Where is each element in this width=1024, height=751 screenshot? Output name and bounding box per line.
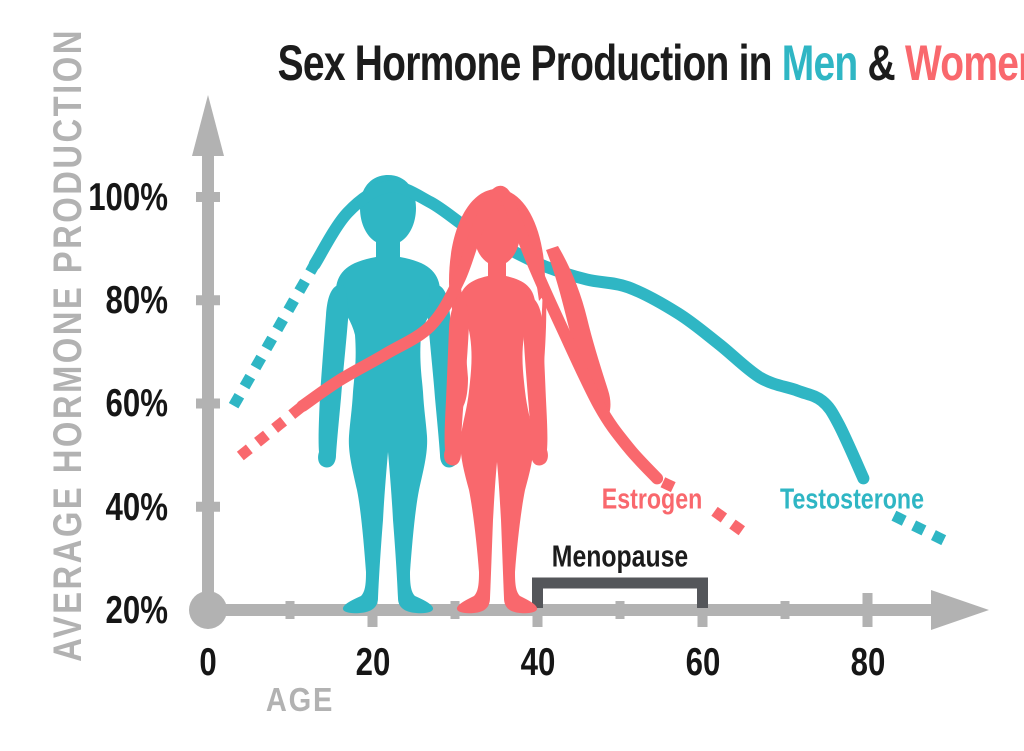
x-minor-ticks xyxy=(285,601,790,619)
female-hair-strand-right-outer xyxy=(546,246,611,421)
female-right-arm xyxy=(523,296,548,466)
y-axis-title: AVERAGE HORMONE PRODUCTION xyxy=(46,28,90,662)
y-axis-arrowhead xyxy=(192,95,224,156)
y-tick-label-100: 100% xyxy=(88,176,168,219)
tick-mark xyxy=(196,192,220,202)
tick-mark xyxy=(285,601,295,619)
tick-mark xyxy=(196,501,220,512)
estrogen-series-label: Estrogen xyxy=(601,483,703,516)
axes xyxy=(189,95,989,630)
menopause-annotation-label: Menopause xyxy=(551,538,689,574)
testosterone-series-label: Testosterone xyxy=(780,483,924,516)
tick-mark xyxy=(196,295,220,306)
testosterone-dotted-end xyxy=(891,510,960,552)
x-tick-label-20: 20 xyxy=(355,641,391,684)
origin-dot xyxy=(189,591,227,629)
female-hair-dome xyxy=(449,189,545,301)
y-tick-label-40: 40% xyxy=(105,486,168,529)
tick-mark xyxy=(450,601,460,619)
testosterone-solid xyxy=(308,180,870,485)
y-tick-label-60: 60% xyxy=(105,382,168,425)
tick-mark xyxy=(367,593,378,627)
estrogen-dotted-end-a xyxy=(660,477,679,494)
tick-mark xyxy=(862,593,873,627)
female-body xyxy=(456,205,538,614)
tick-mark xyxy=(697,593,708,627)
title-men: Men xyxy=(781,35,858,91)
x-tick-label-40: 40 xyxy=(520,641,556,684)
x-major-ticks xyxy=(367,593,873,627)
x-axis-title: AGE xyxy=(265,681,335,718)
tick-mark xyxy=(780,601,790,619)
tick-mark xyxy=(532,593,543,627)
x-axis-line xyxy=(204,604,934,616)
estrogen-dotted-start xyxy=(236,398,311,461)
estrogen-solid xyxy=(296,185,664,485)
y-axis-line xyxy=(202,140,214,616)
testosterone-dotted-start xyxy=(228,256,323,409)
male-figure-silhouette xyxy=(318,175,458,614)
testosterone-curve xyxy=(228,180,960,552)
y-tick-label-20: 20% xyxy=(105,589,168,632)
female-figure-silhouette xyxy=(444,189,611,614)
estrogen-curve xyxy=(236,185,758,544)
estrogen-dotted-end-b xyxy=(711,506,758,544)
menopause-bracket xyxy=(532,577,708,608)
male-body xyxy=(336,175,440,614)
female-left-arm xyxy=(444,296,469,466)
male-left-arm xyxy=(318,285,349,468)
y-tick-label-80: 80% xyxy=(105,279,168,322)
title-prefix: Sex Hormone Production in xyxy=(277,35,782,91)
tick-mark xyxy=(615,601,625,619)
x-tick-label-60: 60 xyxy=(685,641,721,684)
x-tick-label-0: 0 xyxy=(199,641,217,684)
title-ampersand: & xyxy=(857,35,905,91)
x-tick-label-80: 80 xyxy=(850,641,886,684)
y-major-ticks xyxy=(196,192,220,512)
x-axis-arrowhead xyxy=(931,590,989,630)
chart-title: Sex Hormone Production in Men & Women xyxy=(170,35,1024,91)
title-women: Women xyxy=(904,35,1024,91)
tick-mark xyxy=(196,398,220,409)
